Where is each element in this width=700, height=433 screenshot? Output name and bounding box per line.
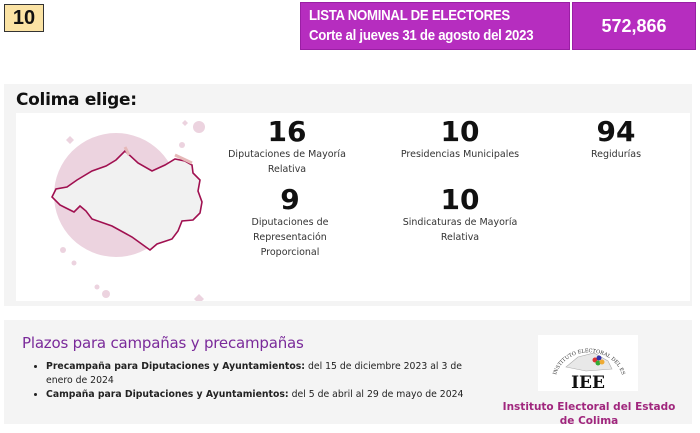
plazo-label: Campaña para Diputaciones y Ayuntamiento… (46, 389, 289, 400)
stat-diputaciones-representacion: 9 Diputaciones de Representación Proporc… (210, 185, 370, 260)
plazos-list: Precampaña para Diputaciones y Ayuntamie… (34, 360, 486, 402)
iee-logo: INSTITUTO ELECTORAL DEL ESTADO DE COLIMA… (538, 335, 638, 391)
stat-value: 94 (596, 115, 636, 148)
section-title: Colima elige: (16, 90, 137, 110)
stat-presidencias-municipales: 10 Presidencias Municipales (390, 117, 530, 162)
plazo-item-campana: Campaña para Diputaciones y Ayuntamiento… (46, 388, 486, 402)
plazo-dates: del 15 de diciembre 2023 al 3 de enero d… (46, 361, 462, 386)
plazos-title: Plazos para campañas y precampañas (22, 334, 304, 352)
colima-elige-section: Colima elige: 16 Diputaciones de Mayoría… (4, 84, 692, 306)
page-number-badge: 10 (4, 4, 44, 32)
institute-name: Instituto Electoral del Estado de Colima (502, 401, 676, 427)
lista-nominal-total: 572,866 (572, 2, 696, 50)
colima-map-icon (51, 120, 205, 301)
stat-regidurias: 94 Regidurías (556, 117, 676, 162)
plazo-dates: del 5 de abril al 29 de mayo de 2024 (288, 389, 464, 400)
stat-label: Diputaciones de Representación Proporcio… (251, 217, 329, 258)
stat-value: 10 (440, 183, 480, 216)
lista-nominal-cutoff-date: Corte al jueves 31 de agosto del 2023 (309, 27, 534, 44)
plazo-item-precampana: Precampaña para Diputaciones y Ayuntamie… (46, 360, 486, 388)
stat-label: Sindicaturas de Mayoría Relativa (402, 217, 518, 243)
iee-logo-text: IEE (571, 373, 605, 391)
stat-label: Regidurías (590, 149, 642, 160)
plazos-section: Plazos para campañas y precampañas Preca… (4, 320, 692, 427)
stat-diputaciones-mayoria: 16 Diputaciones de Mayoría Relativa (222, 117, 352, 177)
plazo-label: Precampaña para Diputaciones y Ayuntamie… (46, 361, 305, 372)
colima-elige-card: 16 Diputaciones de Mayoría Relativa 10 P… (16, 113, 690, 301)
stat-label: Presidencias Municipales (400, 149, 520, 160)
stat-label: Diputaciones de Mayoría Relativa (228, 149, 346, 175)
stat-sindicaturas: 10 Sindicaturas de Mayoría Relativa (390, 185, 530, 245)
stat-value: 10 (440, 115, 480, 148)
stat-value: 9 (280, 183, 300, 216)
lista-nominal-title: LISTA NOMINAL DE ELECTORES (309, 7, 510, 24)
lista-nominal-header: LISTA NOMINAL DE ELECTORES Corte al juev… (300, 2, 570, 50)
stat-value: 16 (267, 115, 307, 148)
